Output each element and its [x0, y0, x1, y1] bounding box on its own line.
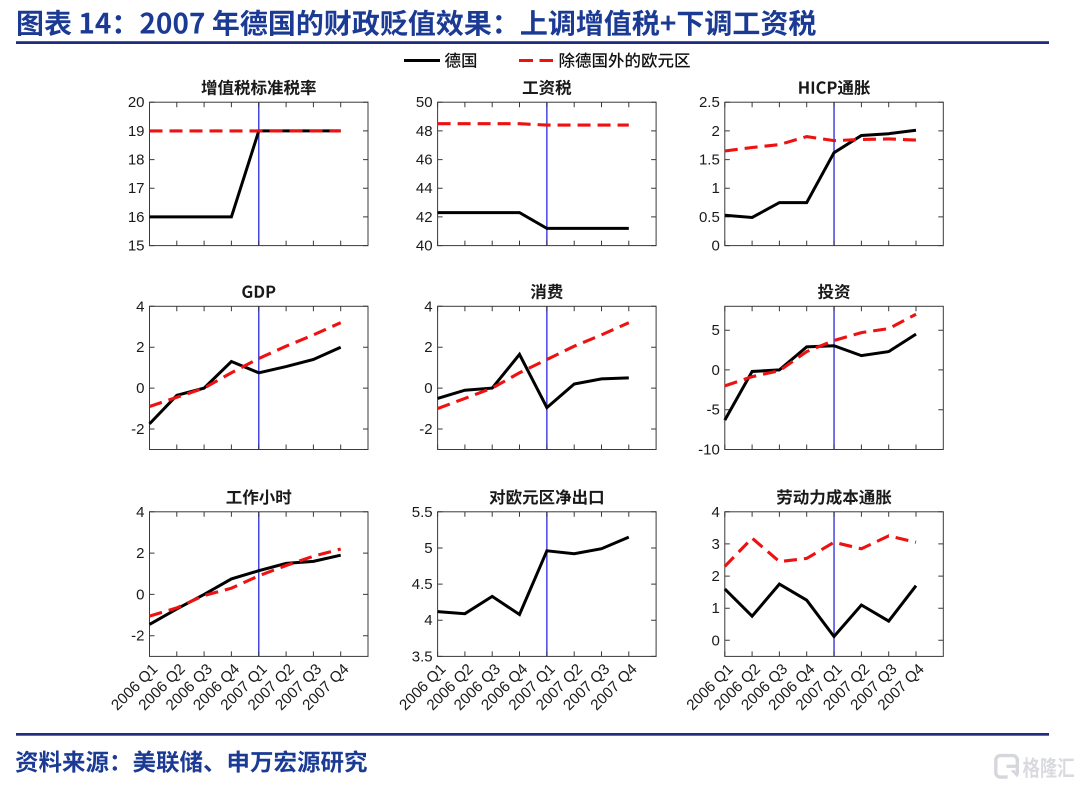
svg-text:0.5: 0.5 — [699, 209, 720, 226]
svg-text:5.5: 5.5 — [412, 504, 433, 521]
svg-text:-2: -2 — [131, 421, 144, 438]
svg-text:1.5: 1.5 — [699, 152, 720, 169]
svg-text:4: 4 — [711, 504, 719, 521]
svg-text:4.5: 4.5 — [412, 576, 433, 593]
svg-text:0: 0 — [711, 632, 719, 649]
svg-text:-10: -10 — [698, 442, 720, 459]
svg-text:16: 16 — [128, 209, 145, 226]
svg-text:20: 20 — [128, 94, 145, 111]
svg-text:0: 0 — [424, 380, 432, 397]
svg-text:40: 40 — [416, 238, 433, 255]
svg-text:2: 2 — [711, 123, 719, 140]
svg-text:-2: -2 — [419, 421, 432, 438]
svg-text:42: 42 — [416, 209, 433, 226]
svg-text:19: 19 — [128, 123, 145, 140]
svg-text:-5: -5 — [706, 402, 719, 419]
svg-text:50: 50 — [416, 94, 433, 111]
svg-text:2: 2 — [136, 339, 144, 356]
svg-text:3.5: 3.5 — [412, 648, 433, 665]
svg-text:0: 0 — [711, 362, 719, 379]
svg-text:4: 4 — [136, 504, 144, 521]
svg-text:18: 18 — [128, 152, 145, 169]
svg-text:0: 0 — [136, 380, 144, 397]
svg-text:2: 2 — [136, 545, 144, 562]
svg-text:1: 1 — [711, 600, 719, 617]
svg-text:5: 5 — [424, 540, 432, 557]
svg-text:5: 5 — [711, 322, 719, 339]
svg-text:0: 0 — [136, 586, 144, 603]
svg-text:46: 46 — [416, 152, 433, 169]
svg-text:2: 2 — [424, 339, 432, 356]
svg-text:48: 48 — [416, 123, 433, 140]
svg-text:4: 4 — [424, 298, 432, 315]
svg-text:2.5: 2.5 — [699, 94, 720, 111]
svg-text:17: 17 — [128, 180, 145, 197]
svg-text:44: 44 — [416, 180, 433, 197]
svg-text:3: 3 — [711, 536, 719, 553]
svg-text:1: 1 — [711, 180, 719, 197]
svg-text:15: 15 — [128, 238, 145, 255]
svg-text:4: 4 — [424, 612, 432, 629]
svg-text:-2: -2 — [131, 628, 144, 645]
svg-text:0: 0 — [711, 238, 719, 255]
svg-text:2: 2 — [711, 568, 719, 585]
svg-text:4: 4 — [136, 298, 144, 315]
